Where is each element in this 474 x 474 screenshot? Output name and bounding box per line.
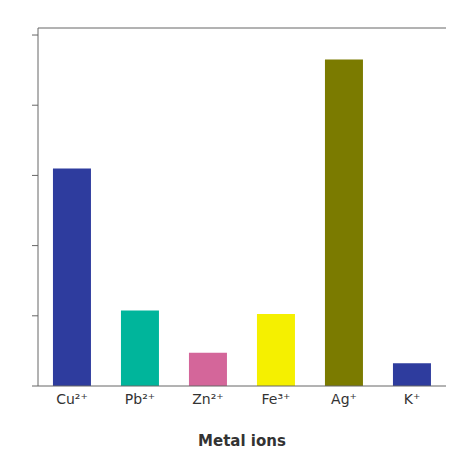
svg-text:K⁺: K⁺ [404,391,421,407]
svg-text:Ag⁺: Ag⁺ [331,391,357,407]
svg-text:Fe³⁺: Fe³⁺ [262,391,291,407]
svg-text:Zn²⁺: Zn²⁺ [192,391,223,407]
svg-text:Pb²⁺: Pb²⁺ [125,391,155,407]
svg-text:Cu²⁺: Cu²⁺ [56,391,88,407]
svg-text:Metal ions: Metal ions [198,432,286,450]
